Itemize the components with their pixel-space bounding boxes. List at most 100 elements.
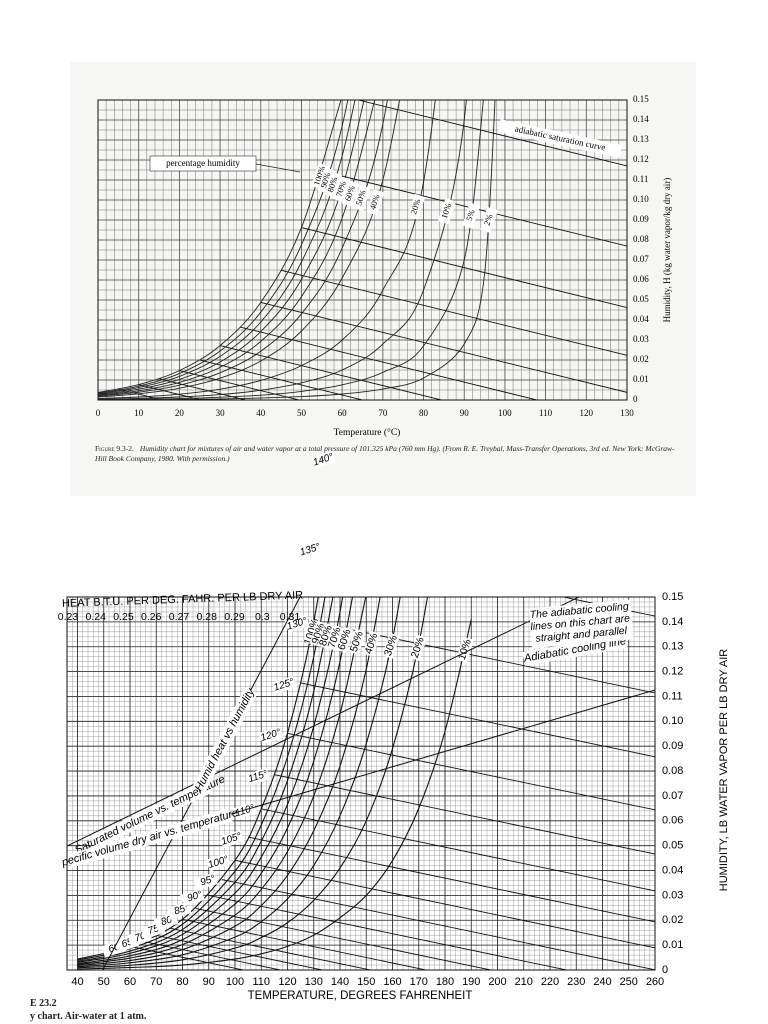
x-tick-label: 150 (357, 976, 375, 988)
y-tick-label: 0.13 (662, 641, 683, 653)
label-box (456, 636, 475, 663)
label-box (352, 184, 371, 212)
humidity-curve (77, 597, 429, 969)
y-tick-label: 0.08 (662, 765, 683, 777)
x-tick-label: 250 (620, 976, 638, 988)
adiabatic-line (156, 934, 325, 970)
humid-heat-tick-label: 0.24 (86, 611, 107, 623)
curve-label: 60% (341, 180, 360, 207)
x-tick-label: 80 (176, 976, 188, 988)
label-box (366, 189, 385, 216)
label-box (409, 634, 427, 661)
label-box (407, 193, 426, 220)
x-tick-label: 180 (436, 976, 454, 988)
adiabatic-line (301, 227, 627, 309)
label-box (193, 872, 218, 891)
y-tick-label: 0.10 (662, 715, 683, 727)
y-tick-label: 0.06 (633, 274, 649, 284)
humidity-curve (98, 100, 484, 400)
x-tick-label: 0 (96, 408, 101, 418)
curve-label: 80% (324, 171, 343, 198)
humidity-curve (77, 597, 344, 963)
top-chart: 0 10 20 30 40 50 60 70 80 90 100 110 120 130 0 0.01 0.02… (96, 94, 672, 438)
y-tick-label: 0.01 (633, 374, 649, 384)
adiabatic-label: 135° (298, 540, 323, 559)
adiabatic-label: 100° (206, 853, 231, 872)
curve-label: 40% (366, 189, 385, 216)
humid-heat-tick-label: 0.23 (58, 611, 79, 623)
y-tick-label: 0.01 (662, 939, 683, 951)
y-tick-label: 0.12 (633, 154, 649, 164)
curve-label: 50% (352, 184, 371, 212)
humidity-curve (98, 100, 349, 394)
label-box (332, 176, 351, 203)
humidity-curve (98, 100, 467, 400)
annotation-box (192, 687, 258, 793)
x-tick-label: 70 (150, 976, 162, 988)
humidity-curve (98, 100, 496, 400)
x-tick-label: 140 (331, 976, 349, 988)
y-tick-label: 0.05 (662, 840, 683, 852)
x-tick-label: 60 (124, 976, 136, 988)
label-box (335, 626, 354, 653)
label-box (309, 620, 328, 647)
y-tick-label: 0 (633, 394, 638, 404)
y-tick-label: 0.13 (633, 134, 649, 144)
x-tick-label: 90 (460, 408, 470, 418)
x-tick-label: 10 (134, 408, 144, 418)
x-tick-label: 240 (593, 976, 611, 988)
adiabatic-label-text: 85° (173, 902, 191, 917)
label-box (311, 450, 336, 469)
humidity-curve (98, 100, 388, 397)
humid-heat-tick-label: 0.27 (169, 611, 190, 623)
x-tick-label: 80 (419, 408, 429, 418)
x-tick-label: 40 (256, 408, 266, 418)
y-tick-label: 0.07 (633, 254, 649, 264)
x-tick-label: 100 (226, 976, 244, 988)
adiabatic-line (129, 945, 246, 970)
caption: E 23.2 y chart. Air-water at 1 atm. (30, 997, 330, 1023)
x-tick-label: 110 (252, 976, 270, 988)
adiabatic-line (356, 100, 627, 167)
adiabatic-label-text: 95° (199, 873, 217, 888)
label-box (206, 853, 231, 872)
y-tick-label: 0.14 (633, 114, 649, 124)
humidity-curve (98, 100, 376, 396)
adiabatic-line (195, 908, 493, 970)
label-box (362, 630, 381, 657)
caption-text: y chart. Air-water at 1 atm. (30, 1011, 147, 1022)
y-tick-label: 0.09 (633, 214, 649, 224)
curve-label-text: 2% (482, 213, 495, 227)
humid-heat-tick-label: 0.29 (224, 611, 245, 623)
x-tick-label: 190 (462, 976, 480, 988)
label-box (285, 614, 310, 633)
plot-frame (66, 596, 656, 971)
y-tick-label: 0.09 (662, 740, 683, 752)
adiabatic-label: 130° (285, 614, 310, 633)
humidity-curve (77, 619, 472, 970)
x-tick-label: 210 (515, 976, 533, 988)
curve-label: 20% (409, 634, 427, 661)
adiabatic-line (274, 774, 655, 855)
x-tick-label: 30 (216, 408, 226, 418)
label-box (317, 167, 336, 194)
curve-label: 10% (438, 198, 457, 225)
x-tick-label: 230 (567, 976, 585, 988)
x-tick-label: 130 (620, 408, 634, 418)
humidity-curve (77, 597, 401, 968)
x-tick-label: 50 (98, 976, 110, 988)
curve-label-text: 10% (439, 202, 453, 220)
label-box (324, 171, 343, 198)
adiabatic-line (158, 378, 248, 400)
y-tick-label: 0.08 (633, 234, 649, 244)
curve-label-text: 70% (334, 180, 348, 198)
y-tick-label: 0.03 (662, 889, 683, 901)
leader-line (255, 163, 301, 173)
adiabatic-label: 110° (232, 801, 258, 820)
adiabatic-line (219, 345, 444, 400)
annotation-box (498, 119, 623, 158)
note-box (528, 599, 634, 649)
label-box (382, 632, 401, 659)
